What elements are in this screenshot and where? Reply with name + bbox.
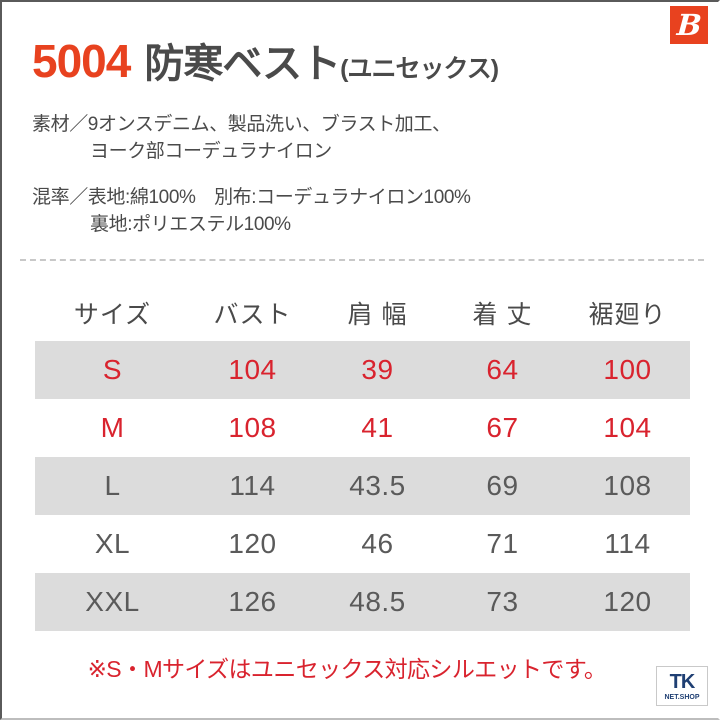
blend-line-2: 裏地:ポリエステル100% (90, 213, 291, 235)
cell-bust: 120 (228, 528, 277, 559)
blend-line-1: 混率／表地:綿100% 別布:コーデュラナイロン100% (32, 187, 471, 208)
cell-size: L (35, 457, 190, 515)
brand-logo: B (670, 6, 708, 44)
cell-shoulder: 41 (361, 412, 394, 443)
table-row: L 114 43.5 69 108 (35, 457, 690, 515)
cell-hem: 104 (603, 412, 652, 443)
column-header-size: サイズ (73, 301, 152, 329)
cell-hem: 100 (565, 341, 690, 399)
table-header-row: サイズ バスト 肩 幅 着 丈 裾廻り (35, 285, 690, 341)
cell-size: M (100, 412, 125, 443)
cell-hem: 108 (565, 457, 690, 515)
table-row: XXL 126 48.5 73 120 (35, 573, 690, 631)
cell-size: XL (94, 528, 131, 559)
table-row: S 104 39 64 100 (35, 341, 690, 399)
cell-size: S (35, 341, 190, 399)
cell-length: 69 (440, 457, 565, 515)
cell-length: 73 (440, 573, 565, 631)
product-code: 5004 (32, 35, 131, 87)
cell-length: 67 (486, 412, 519, 443)
column-header-length: 着 丈 (472, 301, 533, 329)
table-body: S 104 39 64 100 M 108 41 67 104 L 114 43.5 69 108 XL 120… (35, 341, 690, 631)
cell-bust: 126 (190, 573, 315, 631)
cell-size: XXL (35, 573, 190, 631)
column-header-bust: バスト (213, 301, 292, 329)
table-row: XL 120 46 71 114 (35, 515, 690, 573)
brand-b-icon: B (676, 7, 702, 42)
cell-shoulder: 43.5 (315, 457, 440, 515)
cell-hem: 120 (565, 573, 690, 631)
section-divider (20, 259, 704, 261)
material-line-1: 素材／9オンスデニム、製品洗い、ブラスト加工、 (32, 114, 451, 135)
cell-hem: 114 (604, 528, 651, 559)
cell-shoulder: 39 (315, 341, 440, 399)
cell-length: 64 (440, 341, 565, 399)
page-title: 5004 防寒ベスト (ユニセックス) (32, 35, 499, 87)
table-row: M 108 41 67 104 (35, 399, 690, 457)
size-table: サイズ バスト 肩 幅 着 丈 裾廻り S 104 39 64 100 M 108 41 67 1… (35, 285, 690, 631)
cell-bust: 104 (190, 341, 315, 399)
product-variant: (ユニセックス) (340, 55, 499, 83)
shop-logo-primary: TK (669, 670, 696, 693)
cell-length: 71 (486, 528, 519, 559)
material-line-2: ヨーク部コーデュラナイロン (90, 140, 332, 162)
cell-bust: 114 (190, 457, 315, 515)
blend-spec: 混率／表地:綿100% 別布:コーデュラナイロン100% 裏地:ポリエステル10… (32, 185, 471, 239)
cell-shoulder: 48.5 (315, 573, 440, 631)
cell-shoulder: 46 (361, 528, 394, 559)
product-name: 防寒ベスト (144, 42, 341, 86)
column-header-hem: 裾廻り (588, 301, 667, 329)
shop-logo-secondary: NET.SHOP (664, 693, 700, 701)
material-spec: 素材／9オンスデニム、製品洗い、ブラスト加工、 ヨーク部コーデュラナイロン (32, 112, 451, 166)
cell-bust: 108 (228, 412, 277, 443)
column-header-shoulder: 肩 幅 (347, 301, 408, 329)
shop-logo: TK NET.SHOP (656, 666, 708, 706)
footnote: ※S・Mサイズはユニセックス対応シルエットです。 (87, 656, 607, 682)
